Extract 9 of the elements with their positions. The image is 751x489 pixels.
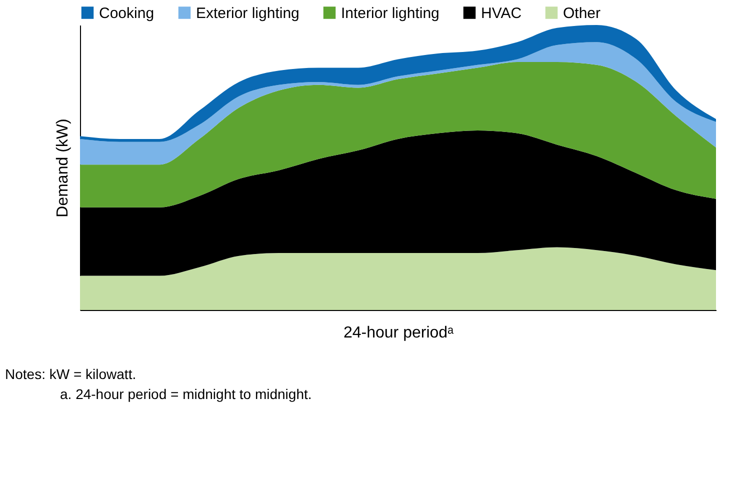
y-axis-title: Demand (kW) (54, 118, 72, 218)
legend-label: Other (563, 4, 601, 22)
legend-label: Exterior lighting (196, 4, 300, 22)
x-axis-title: 24-hour periodᵃ (343, 324, 455, 342)
legend-label: HVAC (481, 4, 522, 22)
text: a. 24-hour period = midnight to midnight. (60, 386, 312, 402)
text: Notes: kW = kilowatt. (5, 366, 136, 382)
legend-label: Interior lighting (341, 4, 440, 22)
legend-label: Cooking (99, 4, 154, 22)
